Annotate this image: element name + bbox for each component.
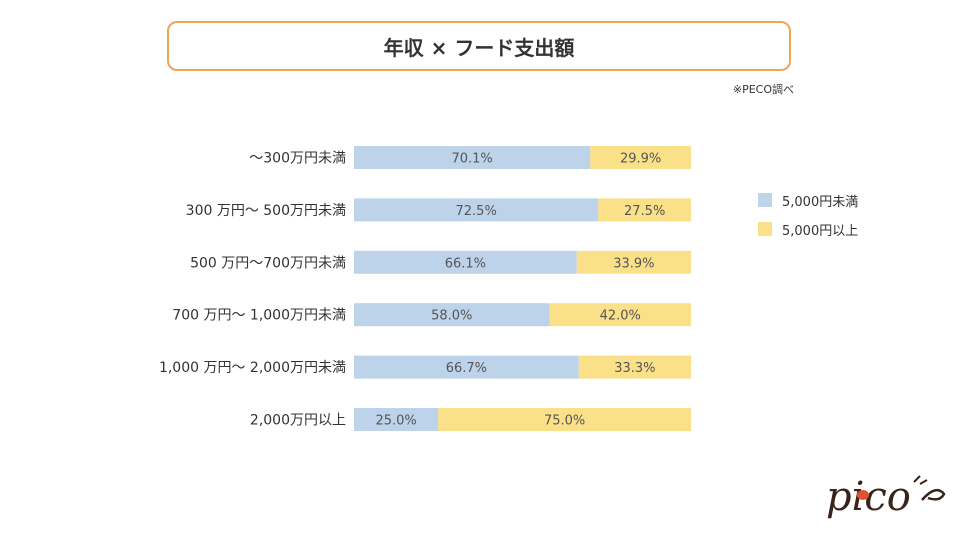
category-label: 2,000万円以上	[250, 413, 346, 429]
bar-segment-over	[438, 408, 691, 431]
chart-title: 年収 × フード支出額	[383, 35, 575, 60]
logo-sparkle	[913, 475, 928, 485]
chart-title-box: 年収 × フード支出額	[167, 21, 791, 71]
data-label-over: 42.0%	[600, 309, 641, 324]
data-label-under: 72.5%	[456, 204, 497, 219]
category-label: 1,000 万円〜 2,000万円未満	[159, 360, 346, 376]
legend-label-under: 5,000円未満	[782, 194, 859, 210]
category-label: 300 万円〜 500万円未満	[186, 203, 346, 219]
bar-segment-over	[578, 355, 691, 379]
category-label: 700 万円〜 1,000万円未満	[172, 308, 346, 324]
bar-segment-over	[549, 303, 691, 327]
data-label-under: 66.7%	[446, 361, 487, 376]
data-label-over: 75.0%	[544, 414, 585, 429]
legend-label-over: 5,000円以上	[782, 223, 859, 239]
data-label-over: 27.5%	[624, 204, 665, 219]
legend-item-under: 5,000円未満	[758, 190, 858, 210]
data-label-under: 58.0%	[431, 309, 472, 324]
data-label-over: 33.3%	[614, 361, 655, 376]
legend: 5,000円未満 5,000円以上	[758, 190, 858, 248]
bar-segment-under	[354, 198, 599, 222]
data-label-over: 29.9%	[620, 152, 661, 167]
logo-swirl	[921, 488, 946, 501]
bar-segment-over	[598, 198, 691, 222]
bar-segment-under	[354, 408, 439, 431]
legend-swatch-over	[758, 222, 772, 236]
legend-item-over: 5,000円以上	[758, 219, 858, 239]
data-label-under: 70.1%	[451, 152, 492, 167]
data-label-under: 25.0%	[375, 414, 416, 429]
legend-swatch-under	[758, 193, 772, 207]
category-label: 〜300万円未満	[249, 151, 346, 167]
category-label: 500 万円〜700万円未満	[190, 255, 346, 271]
source-note: ※PECO調べ	[732, 83, 794, 96]
bar-segment-under	[354, 146, 591, 169]
data-label-under: 66.1%	[445, 256, 486, 271]
logo-accent-dot	[857, 490, 869, 500]
bar-segment-under	[354, 250, 577, 274]
bar-segment-over	[576, 250, 691, 274]
peco-logo: pico	[826, 474, 946, 520]
data-label-over: 33.9%	[613, 256, 654, 271]
bar-segment-under	[354, 303, 550, 327]
bar-segment-over	[590, 146, 691, 169]
bar-segment-under	[354, 355, 579, 379]
